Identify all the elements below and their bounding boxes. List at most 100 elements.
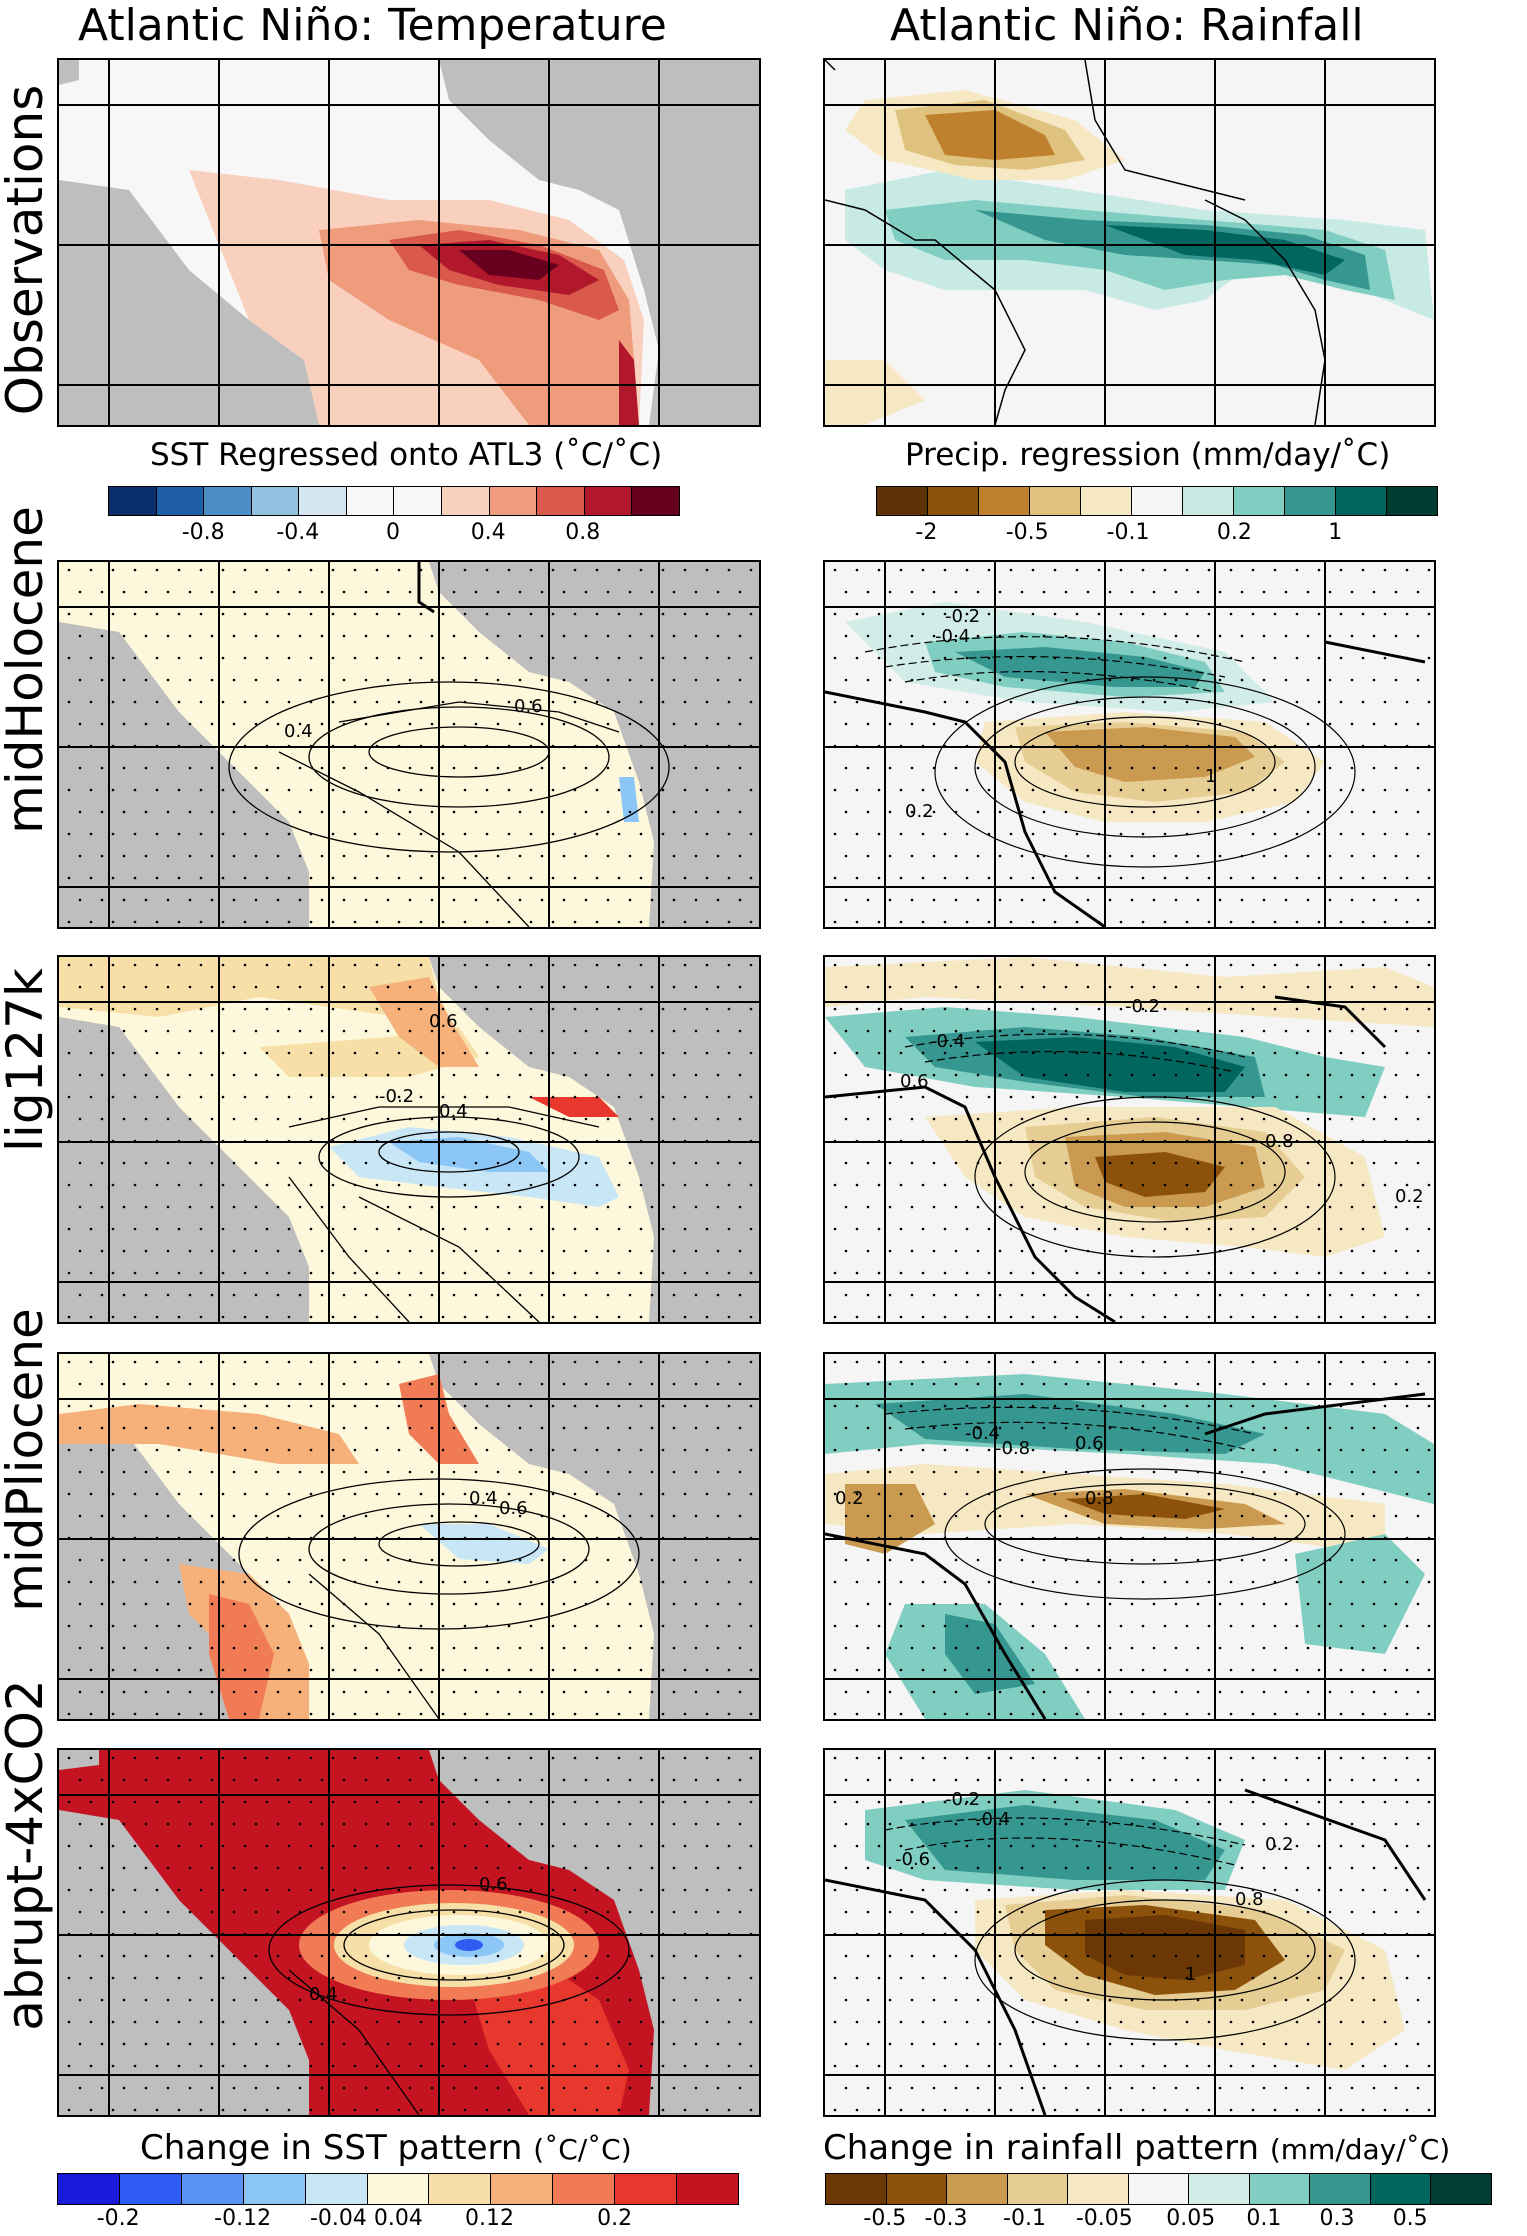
sst-change-tick: -0.12 <box>214 2206 272 2231</box>
rain-change-tick: -0.05 <box>1075 2206 1133 2231</box>
panel-observations-rainfall <box>823 58 1436 427</box>
svg-text:-0.2: -0.2 <box>379 1086 414 1107</box>
rain-change-tick: -0.1 <box>1003 2206 1046 2231</box>
colorbar-swatch <box>305 2174 368 2204</box>
svg-text:-0.4: -0.4 <box>975 1809 1010 1830</box>
svg-text:0.8: 0.8 <box>1085 1488 1114 1509</box>
colorbar-swatch <box>204 487 252 515</box>
colorbar-swatch <box>491 2174 554 2204</box>
colorbar-swatch <box>251 487 300 515</box>
sst-change-title-text: Change in SST pattern <box>140 2128 523 2168</box>
svg-text:0.4: 0.4 <box>309 1984 338 2005</box>
colorbar-swatch <box>1132 487 1183 515</box>
sst-obs-tick: -0.4 <box>276 520 320 545</box>
sst-change-colorbar-ticks: -0.2 -0.12 -0.04 0.04 0.12 0.2 <box>57 2206 737 2236</box>
colorbar-swatch <box>1007 2174 1069 2204</box>
svg-text:-0.2: -0.2 <box>1125 996 1160 1017</box>
svg-text:0.6: 0.6 <box>900 1071 929 1092</box>
precip-obs-tick: -2 <box>915 520 938 545</box>
sst-change-colorbar <box>57 2173 739 2205</box>
colorbar-swatch <box>58 2174 120 2204</box>
temperature-column-title: Atlantic Niño: Temperature <box>78 0 667 51</box>
precip-obs-tick: 0.2 <box>1216 520 1252 545</box>
colorbar-swatch <box>826 2174 887 2204</box>
precip-obs-colorbar-title: Precip. regression (mm/day/˚C) <box>905 437 1391 473</box>
panel-midholocene-rainfall: -0.2 -0.4 1 0.2 <box>823 560 1436 929</box>
colorbar-swatch <box>1081 487 1132 515</box>
panel-observations-temperature <box>57 58 761 427</box>
rain-change-tick: 0.1 <box>1246 2206 1282 2231</box>
precip-obs-colorbar-ticks: -2 -0.5 -0.1 0.2 1 <box>876 520 1436 550</box>
svg-text:0.6: 0.6 <box>499 1498 528 1519</box>
colorbar-swatch <box>119 2174 182 2204</box>
sst-obs-colorbar-ticks: -0.8 -0.4 0 0.4 0.8 <box>108 520 678 550</box>
row-label-lig127k: lig127k <box>0 968 54 1152</box>
svg-text:-0.8: -0.8 <box>995 1438 1030 1459</box>
svg-text:-0.4: -0.4 <box>965 1423 1000 1444</box>
colorbar-swatch <box>394 487 443 515</box>
colorbar-swatch <box>489 487 538 515</box>
colorbar-swatch <box>1128 2174 1190 2204</box>
rain-change-tick: 0.5 <box>1392 2206 1428 2231</box>
svg-text:0.4: 0.4 <box>439 1101 468 1122</box>
colorbar-swatch <box>1336 487 1387 515</box>
svg-text:0.2: 0.2 <box>905 801 934 822</box>
panel-abrupt-4xco2-temperature: 0.6 0.4 <box>57 1748 761 2117</box>
rain-change-tick: -0.5 <box>863 2206 907 2231</box>
colorbar-swatch <box>553 2174 616 2204</box>
svg-text:0.6: 0.6 <box>479 1874 508 1895</box>
svg-text:-0.4: -0.4 <box>930 1031 965 1052</box>
sst-obs-colorbar <box>108 486 680 516</box>
colorbar-swatch <box>928 487 979 515</box>
rain-change-units: (mm/day/˚C) <box>1269 2133 1451 2166</box>
precip-obs-tick: -0.1 <box>1106 520 1150 545</box>
colorbar-swatch <box>979 487 1030 515</box>
svg-text:-0.2: -0.2 <box>945 606 980 627</box>
svg-text:0.8: 0.8 <box>1235 1889 1264 1910</box>
rain-change-colorbar-title: Change in rainfall pattern (mm/day/˚C) <box>823 2128 1450 2168</box>
rain-change-tick: 0.3 <box>1319 2206 1355 2231</box>
sst-change-tick: -0.04 0.04 <box>309 2206 423 2231</box>
sst-obs-tick: 0 <box>386 520 400 545</box>
colorbar-swatch <box>346 487 395 515</box>
colorbar-swatch <box>1370 2174 1432 2204</box>
svg-text:0.2: 0.2 <box>835 1488 864 1509</box>
row-label-midpliocene: midPliocene <box>0 1308 54 1612</box>
colorbar-swatch <box>181 2174 244 2204</box>
colorbar-swatch <box>877 487 928 515</box>
row-label-midholocene: midHolocene <box>0 506 54 834</box>
svg-text:-0.2: -0.2 <box>945 1789 980 1810</box>
svg-text:0.2: 0.2 <box>1395 1186 1424 1207</box>
svg-text:-0.6: -0.6 <box>895 1849 930 1870</box>
sst-change-tick: 0.12 <box>464 2206 514 2231</box>
rain-change-title-text: Change in rainfall pattern <box>823 2128 1260 2168</box>
precip-obs-tick: -0.5 <box>1005 520 1049 545</box>
colorbar-swatch <box>1310 2174 1371 2204</box>
sst-change-tick: 0.2 <box>597 2206 633 2231</box>
svg-text:0.6: 0.6 <box>514 696 543 717</box>
colorbar-swatch <box>615 2174 678 2204</box>
colorbar-swatch <box>367 2174 430 2204</box>
colorbar-swatch <box>442 487 490 515</box>
svg-text:0.6: 0.6 <box>1075 1433 1104 1454</box>
colorbar-swatch <box>1189 2174 1250 2204</box>
colorbar-swatch <box>1068 2174 1129 2204</box>
colorbar-swatch <box>156 487 205 515</box>
row-label-observations: Observations <box>0 84 54 416</box>
panel-lig127k-rainfall: -0.2 -0.4 0.6 0.8 0.2 <box>823 955 1436 1324</box>
sst-obs-tick: 0.8 <box>565 520 601 545</box>
sst-change-units: (˚C/˚C) <box>533 2133 632 2166</box>
colorbar-swatch <box>429 2174 492 2204</box>
svg-text:0.4: 0.4 <box>284 721 313 742</box>
colorbar-swatch <box>1249 2174 1311 2204</box>
sst-change-tick: -0.2 <box>96 2206 140 2231</box>
rainfall-column-title: Atlantic Niño: Rainfall <box>890 0 1364 51</box>
rain-change-tick: -0.3 <box>924 2206 968 2231</box>
colorbar-swatch <box>537 487 585 515</box>
colorbar-swatch <box>299 487 347 515</box>
colorbar-swatch <box>1431 2174 1492 2204</box>
colorbar-swatch <box>109 487 157 515</box>
sst-obs-tick: 0.4 <box>470 520 506 545</box>
colorbar-swatch <box>677 2174 738 2204</box>
colorbar-swatch <box>1387 487 1437 515</box>
